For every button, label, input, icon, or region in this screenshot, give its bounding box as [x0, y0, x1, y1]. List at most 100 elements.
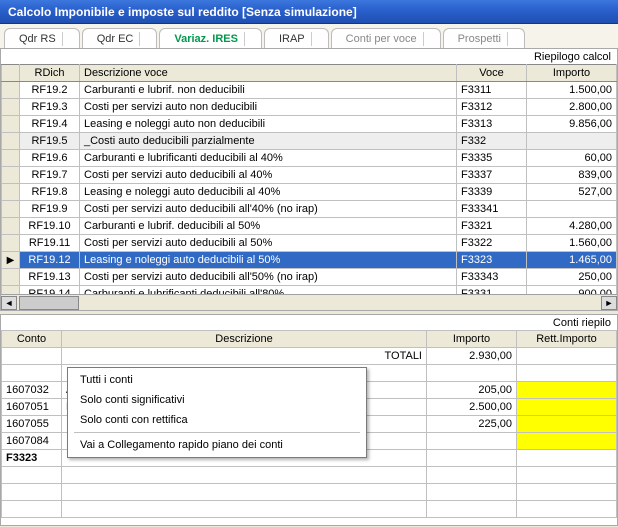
cell-voce[interactable]: F3311: [457, 82, 527, 99]
upper-grid[interactable]: RDich Descrizione voce Voce Importo RF19…: [1, 64, 617, 303]
cell-rdich[interactable]: RF19.5: [20, 133, 80, 150]
scroll-thumb[interactable]: [19, 296, 79, 310]
cell-importo[interactable]: 60,00: [527, 150, 617, 167]
cell-rdich[interactable]: RF19.3: [20, 99, 80, 116]
cell-rett-importo[interactable]: [517, 450, 617, 467]
cell-descrizione[interactable]: Costi per servizi auto deducibili al 40%: [80, 167, 457, 184]
cell-rdich[interactable]: RF19.13: [20, 269, 80, 286]
cell-importo[interactable]: 250,00: [527, 269, 617, 286]
cell-voce[interactable]: F33341: [457, 201, 527, 218]
cell-descrizione[interactable]: Costi per servizi auto deducibili al 50%: [80, 235, 457, 252]
cell-voce[interactable]: F3312: [457, 99, 527, 116]
tab-qdr-rs[interactable]: Qdr RS: [4, 28, 80, 48]
table-row[interactable]: RF19.5_Costi auto deducibili parzialment…: [2, 133, 617, 150]
menu-item-tutti[interactable]: Tutti i conti: [70, 370, 364, 390]
table-row[interactable]: RF19.2Carburanti e lubrif. non deducibil…: [2, 82, 617, 99]
menu-item-rettifica[interactable]: Solo conti con rettifica: [70, 410, 364, 430]
horizontal-scrollbar[interactable]: ◄ ►: [1, 294, 617, 310]
tab-irap[interactable]: IRAP: [264, 28, 329, 48]
cell-rett-importo[interactable]: [517, 382, 617, 399]
cell-importo[interactable]: [427, 433, 517, 450]
cell-voce[interactable]: F3335: [457, 150, 527, 167]
col-header-importo2[interactable]: Importo: [427, 331, 517, 348]
cell-voce[interactable]: F3323: [457, 252, 527, 269]
table-row[interactable]: RF19.8Leasing e noleggi auto deducibili …: [2, 184, 617, 201]
cell-descrizione[interactable]: Carburanti e lubrificanti deducibili al …: [80, 150, 457, 167]
cell-conto[interactable]: 1607055: [2, 416, 62, 433]
cell-rett-importo[interactable]: [517, 433, 617, 450]
col-header-descrizione[interactable]: Descrizione voce: [80, 65, 457, 82]
cell-descrizione[interactable]: Leasing e noleggi auto deducibili al 50%: [80, 252, 457, 269]
cell-descrizione[interactable]: Costi per servizi auto non deducibili: [80, 99, 457, 116]
cell-descrizione[interactable]: _Costi auto deducibili parzialmente: [80, 133, 457, 150]
cell-voce[interactable]: F3321: [457, 218, 527, 235]
cell-descrizione[interactable]: Costi per servizi auto deducibili all'40…: [80, 201, 457, 218]
cell-importo[interactable]: 225,00: [427, 416, 517, 433]
table-row[interactable]: RF19.9Costi per servizi auto deducibili …: [2, 201, 617, 218]
menu-item-significativi[interactable]: Solo conti significativi: [70, 390, 364, 410]
col-header-conto[interactable]: Conto: [2, 331, 62, 348]
cell-descrizione[interactable]: Leasing e noleggi auto non deducibili: [80, 116, 457, 133]
cell-importo[interactable]: 839,00: [527, 167, 617, 184]
cell-rdich[interactable]: RF19.7: [20, 167, 80, 184]
cell-rdich[interactable]: RF19.6: [20, 150, 80, 167]
cell-rdich[interactable]: RF19.11: [20, 235, 80, 252]
table-row[interactable]: RF19.10Carburanti e lubrif. deducibili a…: [2, 218, 617, 235]
cell-voce[interactable]: F3313: [457, 116, 527, 133]
cell-importo[interactable]: 205,00: [427, 382, 517, 399]
tab-qdr-ec[interactable]: Qdr EC: [82, 28, 158, 48]
tab-variaz-ires[interactable]: Variaz. IRES: [159, 28, 262, 48]
col-header-descrizione2[interactable]: Descrizione: [62, 331, 427, 348]
cell-rdich[interactable]: RF19.9: [20, 201, 80, 218]
cell-importo[interactable]: 1.560,00: [527, 235, 617, 252]
cell-descrizione[interactable]: Carburanti e lubrif. non deducibili: [80, 82, 457, 99]
cell-voce[interactable]: F3322: [457, 235, 527, 252]
cell-rett-importo[interactable]: [517, 399, 617, 416]
cell-voce[interactable]: F332: [457, 133, 527, 150]
cell-importo[interactable]: 527,00: [527, 184, 617, 201]
scroll-left-button[interactable]: ◄: [1, 296, 17, 310]
cell-voce[interactable]: F3339: [457, 184, 527, 201]
col-header-voce[interactable]: Voce: [457, 65, 527, 82]
scroll-right-button[interactable]: ►: [601, 296, 617, 310]
cell-importo[interactable]: 2.800,00: [527, 99, 617, 116]
tab-conti-per-voce[interactable]: Conti per voce: [331, 28, 441, 48]
tab-prospetti[interactable]: Prospetti: [443, 28, 525, 48]
cell-rdich[interactable]: RF19.4: [20, 116, 80, 133]
cell-importo[interactable]: 4.280,00: [527, 218, 617, 235]
cell-descrizione[interactable]: Leasing e noleggi auto deducibili al 40%: [80, 184, 457, 201]
table-row[interactable]: RF19.3Costi per servizi auto non deducib…: [2, 99, 617, 116]
row-marker-cell: [2, 99, 20, 116]
table-row[interactable]: RF19.11Costi per servizi auto deducibili…: [2, 235, 617, 252]
cell-importo[interactable]: 2.500,00: [427, 399, 517, 416]
col-header-importo[interactable]: Importo: [527, 65, 617, 82]
cell-voce[interactable]: F3337: [457, 167, 527, 184]
cell-rdich[interactable]: RF19.2: [20, 82, 80, 99]
cell-rdich[interactable]: RF19.8: [20, 184, 80, 201]
cell-conto[interactable]: 1607084: [2, 433, 62, 450]
table-row[interactable]: RF19.4Leasing e noleggi auto non deducib…: [2, 116, 617, 133]
cell-importo[interactable]: [527, 201, 617, 218]
cell-conto[interactable]: 1607032: [2, 382, 62, 399]
cell-rett-importo[interactable]: [517, 416, 617, 433]
col-header-rdich[interactable]: RDich: [20, 65, 80, 82]
cell-importo[interactable]: [527, 133, 617, 150]
cell-importo[interactable]: [427, 450, 517, 467]
table-row[interactable]: RF19.6Carburanti e lubrificanti deducibi…: [2, 150, 617, 167]
table-row[interactable]: RF19.7Costi per servizi auto deducibili …: [2, 167, 617, 184]
cell-importo[interactable]: 1.465,00: [527, 252, 617, 269]
menu-item-collegamento[interactable]: Vai a Collegamento rapido piano dei cont…: [70, 435, 364, 455]
cell-conto[interactable]: F3323: [2, 450, 62, 467]
cell-rdich[interactable]: RF19.10: [20, 218, 80, 235]
cell-conto[interactable]: 1607051: [2, 399, 62, 416]
cell-descrizione[interactable]: Carburanti e lubrif. deducibili al 50%: [80, 218, 457, 235]
row-marker-cell: [2, 235, 20, 252]
table-row[interactable]: ▶RF19.12Leasing e noleggi auto deducibil…: [2, 252, 617, 269]
cell-importo[interactable]: 9.856,00: [527, 116, 617, 133]
table-row[interactable]: RF19.13Costi per servizi auto deducibili…: [2, 269, 617, 286]
cell-importo[interactable]: 1.500,00: [527, 82, 617, 99]
col-header-rett[interactable]: Rett.Importo: [517, 331, 617, 348]
cell-descrizione[interactable]: Costi per servizi auto deducibili all'50…: [80, 269, 457, 286]
cell-rdich[interactable]: RF19.12: [20, 252, 80, 269]
cell-voce[interactable]: F33343: [457, 269, 527, 286]
